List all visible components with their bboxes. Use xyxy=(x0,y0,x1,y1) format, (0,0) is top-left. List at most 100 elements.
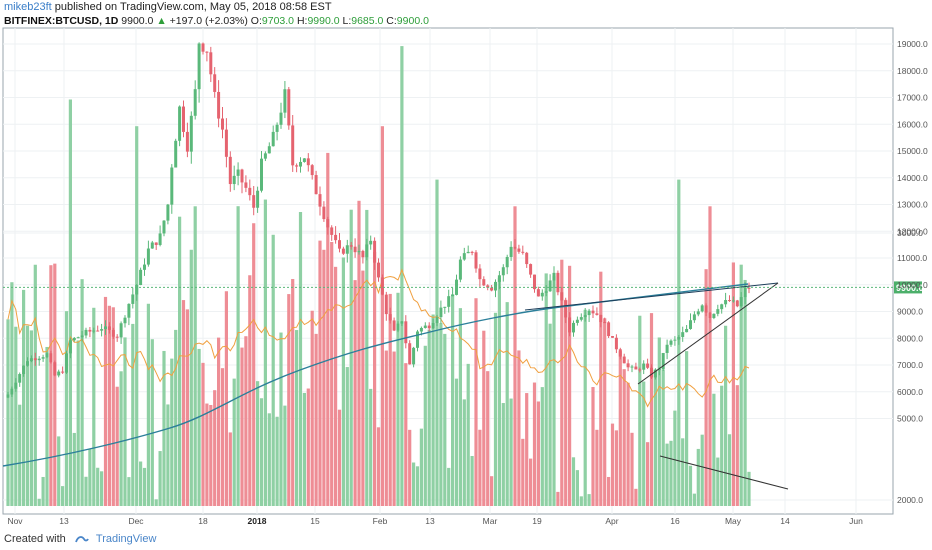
volume-bar xyxy=(447,467,451,506)
candle-body xyxy=(591,310,595,314)
volume-bar xyxy=(349,209,353,506)
change-text: +197.0 (+2.03%) xyxy=(169,15,248,27)
candle-body xyxy=(599,314,603,323)
volume-bar xyxy=(474,298,478,506)
price-tick-label: 18000.0 xyxy=(897,66,928,76)
volume-bar xyxy=(240,347,244,506)
candle-body xyxy=(115,336,119,338)
volume-bar xyxy=(412,462,416,506)
price-tick-label: 10000.0 xyxy=(897,280,928,290)
candle-body xyxy=(470,251,474,253)
candle-body xyxy=(100,329,104,331)
chart-axes[interactable]: 19000.0 18000.0 17000.0 16000.0 15000.0 14000… xyxy=(7,0,928,526)
candle-body xyxy=(104,326,107,330)
symbol-label[interactable]: BITFINEX:BTCUSD, 1D xyxy=(4,15,119,27)
author-link[interactable]: mikeb23ft xyxy=(4,1,52,13)
candle-body xyxy=(533,274,536,290)
volume-bar xyxy=(111,307,115,506)
candle-body xyxy=(696,311,700,315)
volume-bar xyxy=(451,294,455,506)
candle-body xyxy=(568,317,572,333)
candle-body xyxy=(509,246,513,257)
volume-bar xyxy=(673,410,677,506)
candle-body xyxy=(653,370,657,378)
price-tick-label: 2000.0 xyxy=(897,495,923,505)
volume-bar xyxy=(142,467,147,506)
candle-body xyxy=(26,361,29,366)
candle-body xyxy=(536,289,540,297)
volume-bar xyxy=(236,206,240,507)
candle-body xyxy=(677,336,681,340)
candle-body xyxy=(595,313,599,315)
candle-body xyxy=(529,264,533,275)
current-price-label-box xyxy=(894,281,922,294)
candle-body xyxy=(341,248,345,254)
volume-bar xyxy=(88,448,92,506)
volume-bar xyxy=(727,434,732,506)
candle-body xyxy=(57,371,61,376)
candle-body xyxy=(681,332,685,337)
candle-body xyxy=(618,349,622,357)
tradingview-logo-icon xyxy=(74,536,89,543)
tradingview-brand[interactable]: TradingView xyxy=(95,533,157,545)
created-with-text: Created with xyxy=(4,533,66,545)
candle-body xyxy=(412,347,416,365)
volume-bar xyxy=(532,382,537,506)
volume-bar xyxy=(400,46,404,506)
volume-bar xyxy=(404,363,408,506)
volume-bar xyxy=(330,241,334,506)
volume-bar xyxy=(708,206,712,507)
candle-body xyxy=(295,165,299,167)
candle-body xyxy=(131,294,135,304)
volume-bar xyxy=(443,333,447,506)
volume-bar xyxy=(178,216,182,506)
candle-body xyxy=(361,250,365,258)
volume-bar xyxy=(76,340,80,506)
candle-body xyxy=(263,153,267,159)
volume-bar xyxy=(626,382,630,506)
candle-body xyxy=(45,353,49,358)
volume-bar xyxy=(283,405,287,506)
candle-body xyxy=(447,296,451,307)
volume-bar xyxy=(380,126,384,506)
volume-bar xyxy=(439,323,443,506)
time-tick-label: 13 xyxy=(425,516,435,526)
candle-body xyxy=(318,194,322,207)
volume-bar xyxy=(127,477,131,506)
volume-bar xyxy=(716,457,720,506)
candle-body xyxy=(373,240,377,263)
volume-bar xyxy=(68,99,72,506)
volume-bar xyxy=(529,458,533,506)
candle-body xyxy=(739,297,743,307)
volume-bar xyxy=(217,337,221,506)
candle-body xyxy=(283,89,287,113)
volume-bar xyxy=(638,315,642,506)
candle-body xyxy=(650,367,653,378)
candle-body xyxy=(353,246,357,253)
volume-bar xyxy=(482,330,486,506)
volume-bar xyxy=(291,279,295,506)
price-tick-label: 8000.0 xyxy=(897,333,923,343)
volume-bar xyxy=(220,368,225,506)
volume-bar xyxy=(373,251,377,506)
candle-body xyxy=(579,317,583,320)
candle-body xyxy=(123,317,127,324)
ohlc-line: BITFINEX:BTCUSD, 1D 9900.0 ▲ +197.0 (+2.… xyxy=(4,15,904,28)
candle-body xyxy=(33,358,37,361)
current-price-label: 9900.0 xyxy=(896,283,924,293)
volume-bar xyxy=(310,310,314,506)
candle-body xyxy=(669,340,673,345)
time-tick-label: May xyxy=(725,516,742,526)
candle-body xyxy=(279,112,283,125)
candle-body xyxy=(49,353,53,363)
published-text: published on TradingView.com, May 05, 20… xyxy=(54,1,332,13)
volume-bar xyxy=(259,398,264,506)
volume-bar xyxy=(618,351,622,506)
volume-bar xyxy=(470,455,474,506)
time-tick-label: 15 xyxy=(310,516,320,526)
price-tick-label: 13000.0 xyxy=(897,200,928,210)
candle-body xyxy=(111,329,115,337)
volume-bar xyxy=(146,303,150,506)
volume-bar xyxy=(197,348,201,506)
